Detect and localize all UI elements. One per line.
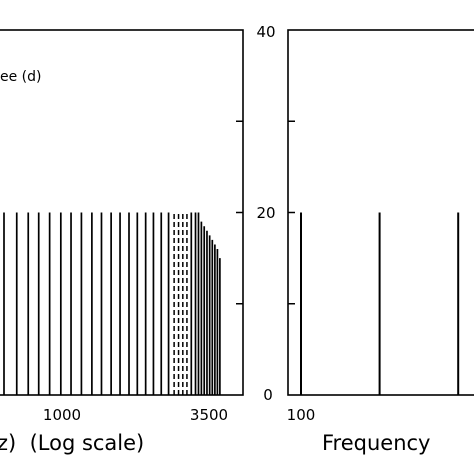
y-tick-label-40: 40 [256,23,275,41]
right-line-spectrum [300,212,460,395]
right-y-ticks [288,120,295,305]
left-x-tick-label: 3500 [190,406,228,424]
right-plot-frame [287,29,474,396]
left-annotation: ee (d) [0,69,42,85]
left-panel: ee (d) 1000 3500 z) (Log scale) [0,29,244,455]
left-line-spectrum [3,212,221,395]
y-tick-label-20: 20 [256,204,275,222]
right-x-tick-label: 100 [287,406,316,424]
left-x-tick-label: 1000 [43,406,81,424]
right-x-axis-label: Frequency [322,431,431,455]
left-y-ticks [236,120,243,305]
right-panel: 40 20 0 100 Frequency [256,23,474,455]
y-tick-label-0: 0 [263,386,273,404]
left-x-axis-label: z) (Log scale) [0,431,144,455]
